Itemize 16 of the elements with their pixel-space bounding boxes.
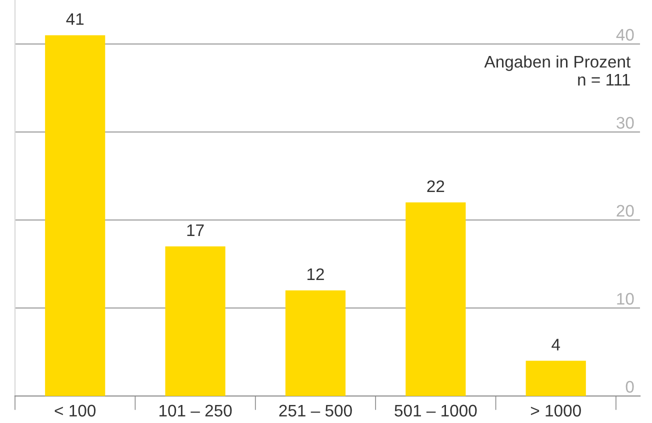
y-tick-label: 20 [616,204,634,217]
annotation: Angaben in Prozent n = 111 [484,55,631,86]
x-tick-label: 251 – 500 [279,404,352,417]
data-label: 12 [307,268,324,280]
data-label: 41 [66,13,84,25]
x-tick-label: 501 – 1000 [394,404,477,417]
data-label: 4 [552,338,560,350]
y-tick-label: 30 [616,116,634,129]
data-label: 17 [187,224,204,236]
y-tick-label: 10 [617,292,634,305]
x-tick-label: 101 – 250 [159,404,232,417]
y-tick-label: 40 [616,28,634,41]
x-tick-label: > 1000 [530,404,581,417]
y-tick-label: 0 [626,380,634,393]
x-tick-label: < 100 [54,404,96,417]
data-label: 22 [427,180,444,192]
